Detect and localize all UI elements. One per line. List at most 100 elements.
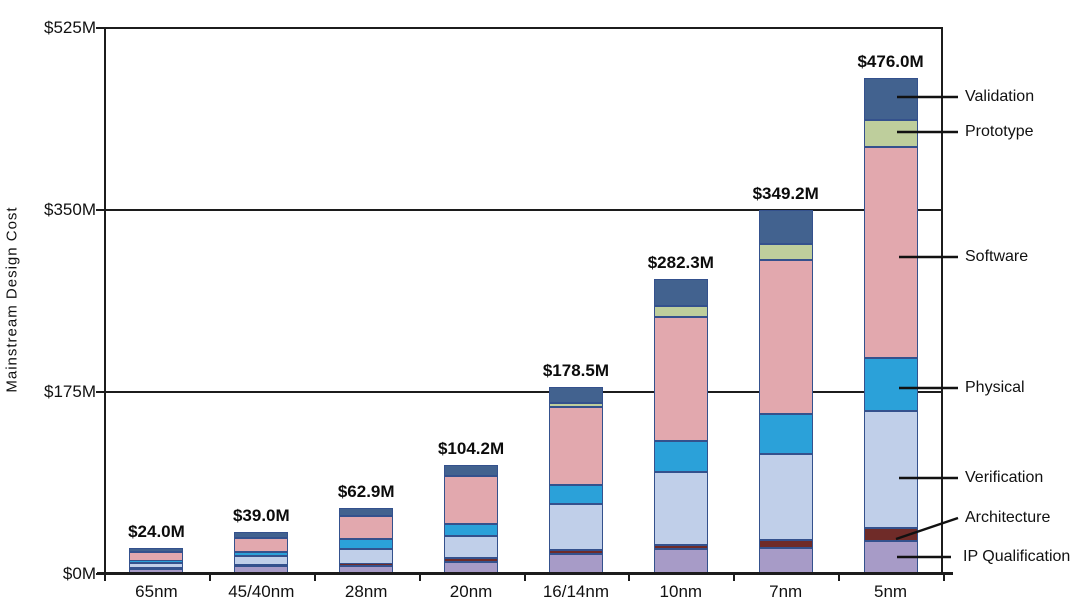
- bar-7nm: [758, 27, 813, 573]
- bar-segment-16/14nm-prototype: [548, 403, 603, 408]
- x-category-label-65nm: 65nm: [135, 582, 178, 601]
- bar-segment-45/40nm-physical: [234, 552, 289, 557]
- legend-label-physical: Physical: [965, 379, 1025, 396]
- x-category-label-16/14nm: 16/14nm: [542, 582, 610, 601]
- bar-segment-20nm-verification: [444, 535, 499, 559]
- bar-segment-5nm-architecture: [863, 528, 918, 541]
- x-tick-mark: [208, 573, 211, 581]
- legend-label-ip-qualification: IP Qualification: [963, 548, 1071, 565]
- legend-label-prototype: Prototype: [965, 123, 1034, 140]
- bar-segment-16/14nm-architecture: [548, 550, 603, 555]
- bar-segment-16/14nm-verification: [548, 503, 603, 551]
- bar-segment-16/14nm-validation: [548, 387, 603, 404]
- bar-segment-5nm-ip-qualification: [863, 540, 918, 573]
- bar-segment-20nm-physical: [444, 524, 499, 536]
- bar-segment-65nm-software: [129, 551, 184, 561]
- x-tick-mark: [104, 573, 106, 581]
- total-label-5nm: $476.0M: [857, 51, 924, 71]
- x-tick-mark: [838, 573, 841, 581]
- bar-segment-16/14nm-physical: [548, 485, 603, 504]
- bar-segment-45/40nm-verification: [234, 556, 289, 565]
- y-tick-label-0: $525M: [44, 18, 96, 37]
- bar-segment-10nm-ip-qualification: [653, 549, 708, 573]
- x-category-label-7nm: 7nm: [769, 582, 803, 601]
- bar-segment-65nm-verification: [129, 563, 184, 569]
- plot-area: [104, 27, 943, 573]
- bar-segment-28nm-verification: [339, 548, 394, 564]
- y-tick-mark: [96, 573, 104, 575]
- bar-segment-5nm-validation: [863, 77, 918, 121]
- plot-right-border: [941, 27, 943, 573]
- total-label-16/14nm: $178.5M: [542, 361, 610, 381]
- bar-segment-16/14nm-software: [548, 407, 603, 486]
- bar-segment-10nm-verification: [653, 471, 708, 546]
- bar-segment-5nm-physical: [863, 358, 918, 412]
- gridline-175: [104, 391, 943, 393]
- y-tick-label-3: $0M: [62, 564, 96, 583]
- y-tick-label-2: $175M: [44, 382, 96, 401]
- total-label-7nm: $349.2M: [752, 183, 819, 203]
- bar-segment-20nm-architecture: [444, 558, 499, 562]
- bar-segment-45/40nm-validation: [234, 532, 289, 538]
- x-tick-mark: [523, 573, 526, 581]
- bar-segment-5nm-software: [863, 147, 918, 359]
- bar-10nm: [653, 27, 708, 573]
- bar-segment-7nm-verification: [758, 454, 813, 540]
- gridline-350: [104, 209, 943, 211]
- bar-28nm: [339, 27, 394, 573]
- y-tick-label-1: $350M: [44, 200, 96, 219]
- y-tick-mark: [96, 27, 104, 29]
- bar-segment-28nm-validation: [339, 507, 394, 516]
- bar-segment-20nm-validation: [444, 464, 499, 477]
- bar-segment-7nm-software: [758, 259, 813, 414]
- bar-segment-65nm-physical: [129, 560, 184, 564]
- bar-segment-20nm-software: [444, 476, 499, 525]
- bar-65nm: [129, 27, 184, 573]
- x-category-label-20nm: 20nm: [449, 582, 493, 601]
- bar-segment-10nm-validation: [653, 279, 708, 307]
- bar-segment-7nm-ip-qualification: [758, 548, 813, 573]
- y-tick-mark: [96, 391, 104, 393]
- bar-segment-45/40nm-software: [234, 537, 289, 553]
- bar-segment-28nm-physical: [339, 538, 394, 549]
- bar-segment-5nm-verification: [863, 411, 918, 529]
- y-tick-mark: [96, 209, 104, 211]
- bar-16/14nm: [548, 27, 603, 573]
- total-label-28nm: $62.9M: [337, 481, 395, 501]
- total-label-65nm: $24.0M: [128, 522, 185, 542]
- x-category-label-10nm: 10nm: [659, 582, 703, 601]
- legend-label-verification: Verification: [965, 469, 1044, 486]
- bar-segment-10nm-prototype: [653, 306, 708, 318]
- bar-segment-65nm-validation: [129, 548, 184, 552]
- gridline-525: [104, 27, 943, 29]
- x-tick-mark: [418, 573, 421, 581]
- bar-segment-28nm-architecture: [339, 563, 394, 567]
- bar-segment-5nm-prototype: [863, 120, 918, 148]
- legend-label-architecture: Architecture: [965, 509, 1051, 526]
- bar-segment-7nm-physical: [758, 413, 813, 455]
- x-tick-mark: [628, 573, 631, 581]
- legend-label-validation: Validation: [965, 88, 1035, 105]
- x-category-label-5nm: 5nm: [874, 582, 908, 601]
- bar-segment-16/14nm-ip-qualification: [548, 554, 603, 573]
- x-tick-mark: [943, 573, 945, 581]
- x-tick-mark: [733, 573, 736, 581]
- bar-segment-10nm-architecture: [653, 545, 708, 550]
- bar-5nm: [863, 27, 918, 573]
- bar-segment-28nm-software: [339, 515, 394, 539]
- bar-segment-7nm-prototype: [758, 243, 813, 260]
- x-tick-mark: [313, 573, 316, 581]
- total-label-20nm: $104.2M: [437, 438, 505, 458]
- total-label-10nm: $282.3M: [647, 253, 714, 273]
- bar-segment-7nm-validation: [758, 209, 813, 244]
- bar-45/40nm: [234, 27, 289, 573]
- bar-segment-10nm-software: [653, 317, 708, 441]
- y-axis-title: Mainstream Design Cost: [3, 206, 21, 393]
- y-axis-line: [104, 27, 106, 574]
- bar-20nm: [444, 27, 499, 573]
- x-category-label-45/40nm: 45/40nm: [228, 582, 295, 601]
- bar-segment-7nm-architecture: [758, 539, 813, 549]
- legend-label-software: Software: [965, 248, 1029, 265]
- total-label-45/40nm: $39.0M: [232, 506, 290, 526]
